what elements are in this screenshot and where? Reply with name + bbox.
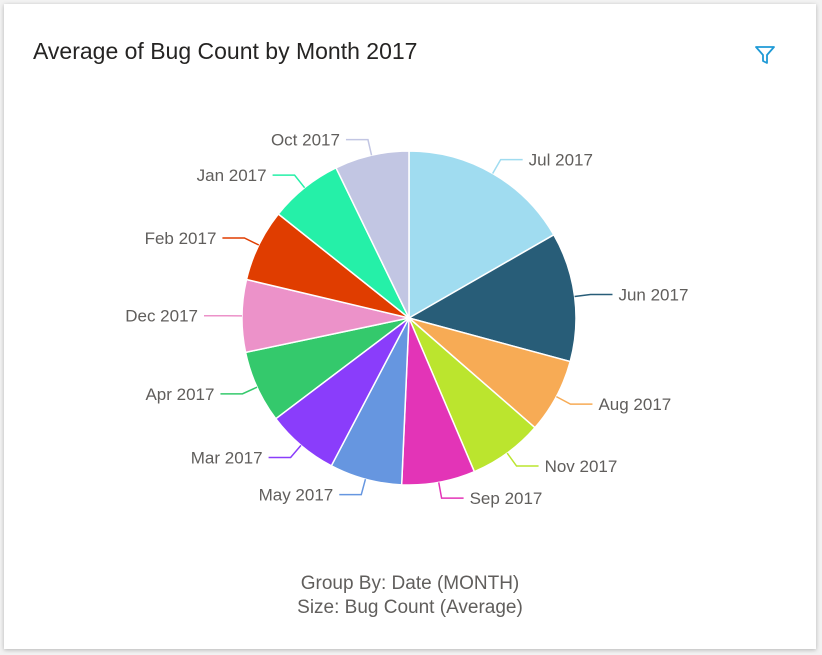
chart-title: Average of Bug Count by Month 2017 xyxy=(33,38,418,64)
leader-line-nov-2017 xyxy=(506,452,539,467)
data-label-oct-2017: Oct 2017 xyxy=(271,131,340,150)
data-label-jan-2017: Jan 2017 xyxy=(197,166,267,185)
leader-line-apr-2017 xyxy=(220,386,258,395)
leader-line-aug-2017 xyxy=(555,395,593,405)
leader-line-jan-2017 xyxy=(272,174,306,189)
data-label-may-2017: May 2017 xyxy=(259,486,334,505)
leader-line-oct-2017 xyxy=(345,138,373,156)
data-label-feb-2017: Feb 2017 xyxy=(145,229,217,248)
data-label-jun-2017: Jun 2017 xyxy=(618,285,688,304)
leader-line-jun-2017 xyxy=(574,293,613,298)
group-by-caption: Group By: Date (MONTH) xyxy=(300,573,520,594)
data-label-apr-2017: Apr 2017 xyxy=(145,385,214,404)
size-caption: Size: Bug Count (Average) xyxy=(297,597,523,618)
pie-slice-jun-2017[interactable] xyxy=(407,233,577,363)
data-label-sep-2017: Sep 2017 xyxy=(470,489,543,508)
data-label-mar-2017: Mar 2017 xyxy=(191,449,263,468)
leader-line-may-2017 xyxy=(339,479,367,496)
leader-line-feb-2017 xyxy=(222,237,260,246)
filter-icon[interactable] xyxy=(752,42,778,68)
leader-line-jul-2017 xyxy=(492,158,523,174)
chart-card: Average of Bug Count by Month 2017 Jul 2… xyxy=(4,4,816,649)
data-label-aug-2017: Aug 2017 xyxy=(598,395,671,414)
pie-slice-jul-2017[interactable] xyxy=(408,150,555,320)
data-label-dec-2017: Dec 2017 xyxy=(125,307,198,326)
leader-line-sep-2017 xyxy=(438,482,464,499)
leader-line-mar-2017 xyxy=(268,444,302,459)
data-label-nov-2017: Nov 2017 xyxy=(545,457,618,476)
data-label-jul-2017: Jul 2017 xyxy=(529,151,593,170)
